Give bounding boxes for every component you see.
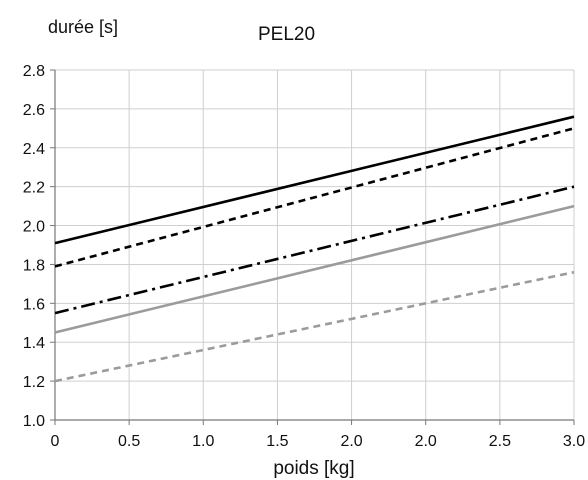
- series-line-2: [54, 127, 575, 268]
- axes: [50, 69, 575, 425]
- y-tick-label: 2.6: [23, 102, 45, 119]
- series-lines: [54, 115, 575, 383]
- y-axis-label: durée [s]: [48, 17, 118, 37]
- grid: [55, 69, 575, 420]
- y-tick-label: 2.4: [23, 141, 45, 158]
- x-tick-label: 2.5: [489, 433, 511, 450]
- x-axis-label: poids [kg]: [273, 458, 354, 479]
- y-tick-label: 1.0: [23, 413, 45, 430]
- y-tick-label: 1.4: [23, 335, 45, 352]
- y-tick-label: 1.2: [23, 374, 45, 391]
- series-line-1: [54, 115, 575, 245]
- x-tick-label: 3.0: [563, 433, 585, 450]
- y-tick-label: 2.0: [23, 219, 45, 236]
- series-line-4: [54, 204, 575, 334]
- x-tick-label: 0.5: [118, 433, 140, 450]
- y-tick-label: 2.8: [23, 63, 45, 80]
- y-tick-label: 2.2: [23, 180, 45, 197]
- y-tick-label: 1.6: [23, 296, 45, 313]
- tick-labels: 1.0 1.2 1.4 1.6 1.8 2.0 2.2 2.4 2.6 2.8 0 0.5 1.0 1.5…: [23, 63, 585, 450]
- y-tick-label: 1.8: [23, 257, 45, 274]
- x-tick-label: 2.0: [340, 433, 362, 450]
- chart-title: PEL20: [258, 24, 315, 45]
- x-tick-label: 0: [51, 433, 60, 450]
- x-tick-label: 1.5: [266, 433, 288, 450]
- x-tick-label: 1.0: [192, 433, 214, 450]
- series-line-3: [54, 185, 575, 315]
- x-tick-label: 2.0: [415, 433, 437, 450]
- series-line-5: [54, 270, 575, 383]
